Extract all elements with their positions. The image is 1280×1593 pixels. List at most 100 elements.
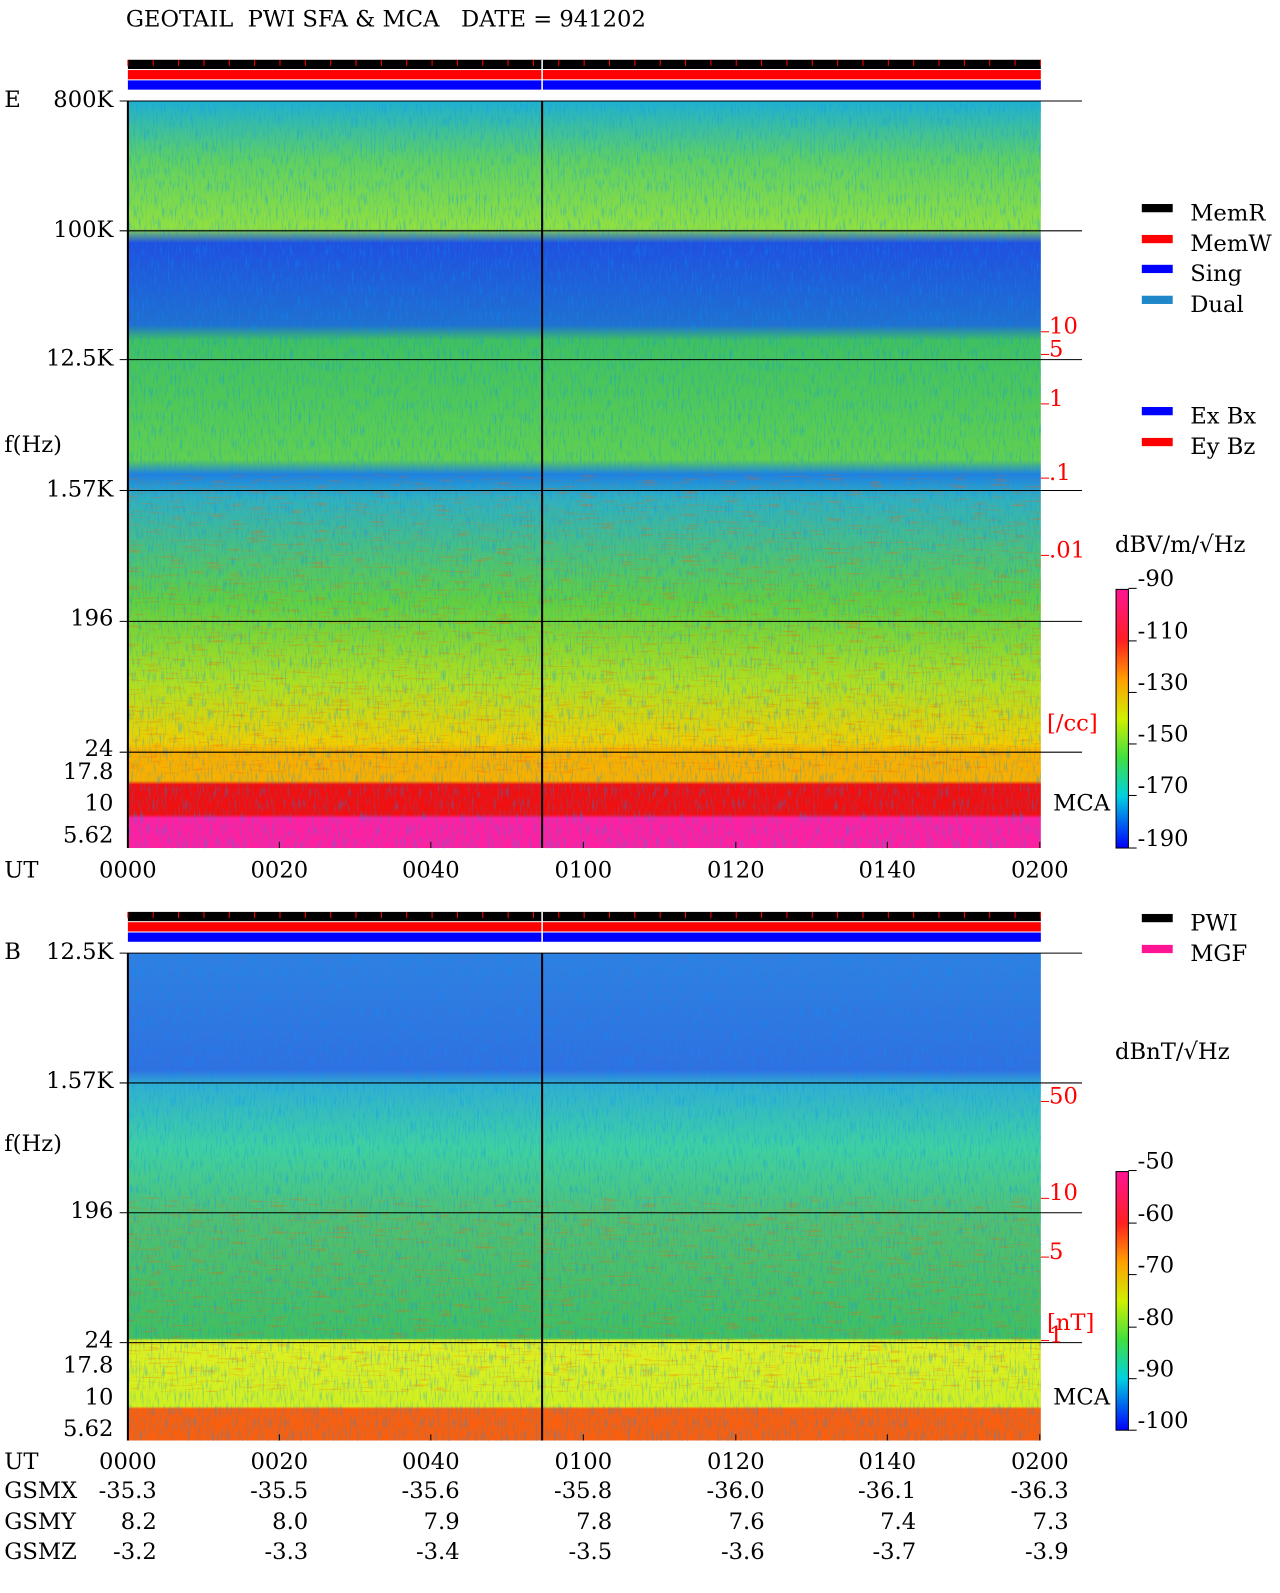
colorbar-tick-label: -130 bbox=[1138, 670, 1189, 696]
colorbar-tick-label: -100 bbox=[1138, 1408, 1189, 1434]
colorbar-tick-label: -90 bbox=[1138, 566, 1175, 592]
orbit-value: -35.5 bbox=[250, 1478, 308, 1504]
legend-swatch bbox=[1141, 944, 1173, 954]
orbit-value: 8.0 bbox=[272, 1509, 308, 1535]
spectrogram-noise bbox=[127, 1196, 1041, 1392]
colorbar-tick-label: -60 bbox=[1138, 1201, 1175, 1227]
frequency-tick-label: 5.62 bbox=[63, 1416, 113, 1442]
colorbar-tick-label: -190 bbox=[1138, 826, 1189, 852]
right-scale-label: 1 bbox=[1049, 386, 1063, 412]
orbit-value: -36.1 bbox=[858, 1478, 916, 1504]
legend-swatch bbox=[1141, 913, 1173, 923]
frequency-tick-label: 12.5K bbox=[46, 346, 114, 372]
orbit-value: -3.6 bbox=[721, 1539, 765, 1565]
frequency-tick-label: 24 bbox=[85, 1328, 114, 1354]
colorbar bbox=[1115, 1171, 1129, 1431]
orbit-value: -35.6 bbox=[402, 1478, 460, 1504]
colorbar-tick-label: -90 bbox=[1138, 1356, 1175, 1382]
orbit-value: 7.3 bbox=[1033, 1509, 1069, 1535]
status-bar bbox=[127, 70, 1041, 80]
right-scale-label: 5 bbox=[1049, 336, 1063, 362]
time-tick-label: 0100 bbox=[554, 1449, 612, 1475]
legend-swatch bbox=[1141, 407, 1173, 416]
orbit-value: -36.0 bbox=[707, 1478, 765, 1504]
legend-label: Ex Bx bbox=[1190, 403, 1256, 429]
orbit-value: -3.3 bbox=[265, 1539, 309, 1565]
orbit-label: GSMX bbox=[4, 1478, 78, 1504]
frequency-tick-label: 10 bbox=[85, 1384, 114, 1410]
colorbar-tick-label: -50 bbox=[1138, 1148, 1175, 1174]
colorbar-tick-label: -80 bbox=[1138, 1305, 1175, 1331]
frequency-tick-label: 12.5K bbox=[46, 939, 114, 965]
spectrogram-noise bbox=[127, 474, 1041, 774]
mca-label: MCA bbox=[1053, 791, 1111, 817]
time-tick-label: 0140 bbox=[858, 1449, 916, 1475]
colorbar bbox=[1115, 588, 1129, 849]
colorbar-tick-label: -150 bbox=[1138, 722, 1189, 748]
colorbar-label: dBnT/√Hz bbox=[1115, 1039, 1230, 1065]
time-axis-label: UT bbox=[4, 858, 38, 884]
orbit-value: 7.8 bbox=[576, 1509, 612, 1535]
status-bar bbox=[127, 932, 1041, 942]
time-tick-label: 0020 bbox=[251, 1449, 309, 1475]
y-axis-label: f(Hz) bbox=[4, 1131, 62, 1157]
panel-label: E bbox=[4, 87, 21, 113]
mca-label: MCA bbox=[1053, 1384, 1111, 1410]
orbit-value: 7.6 bbox=[729, 1509, 765, 1535]
legend-label: MemW bbox=[1190, 231, 1272, 257]
orbit-value: 7.9 bbox=[424, 1509, 460, 1535]
right-scale-label: .01 bbox=[1049, 537, 1085, 563]
legend-label: Dual bbox=[1190, 292, 1244, 318]
orbit-value: -3.7 bbox=[872, 1539, 916, 1565]
legend-label: MemR bbox=[1190, 200, 1266, 226]
orbit-value: 8.2 bbox=[121, 1509, 157, 1535]
time-tick-label: 0140 bbox=[858, 858, 916, 884]
right-scale-unit: [/cc] bbox=[1047, 710, 1098, 736]
time-tick-label: 0200 bbox=[1011, 858, 1069, 884]
time-tick-label: 0000 bbox=[99, 858, 157, 884]
colorbar-tick-label: -170 bbox=[1138, 773, 1189, 799]
frequency-tick-label: 10 bbox=[85, 791, 114, 817]
legend-label: MGF bbox=[1190, 941, 1247, 967]
orbit-value: -3.2 bbox=[113, 1539, 157, 1565]
time-tick-label: 0020 bbox=[251, 858, 309, 884]
orbit-value: -36.3 bbox=[1011, 1478, 1069, 1504]
frequency-tick-label: 1.57K bbox=[46, 476, 114, 502]
legend-swatch bbox=[1141, 204, 1173, 213]
legend-swatch bbox=[1141, 234, 1173, 244]
legend-swatch bbox=[1141, 264, 1173, 274]
panel-label: B bbox=[4, 939, 21, 965]
frequency-tick-label: 5.62 bbox=[63, 823, 113, 849]
status-bar bbox=[127, 922, 1041, 932]
status-bar bbox=[127, 80, 1041, 90]
time-tick-label: 0000 bbox=[99, 1449, 157, 1475]
frequency-tick-label: 196 bbox=[70, 605, 113, 631]
time-tick-label: 0120 bbox=[707, 1449, 765, 1475]
legend-label: Ey Bz bbox=[1190, 434, 1255, 460]
orbit-label: GSMY bbox=[4, 1509, 77, 1535]
frequency-tick-label: 17.8 bbox=[63, 759, 113, 785]
time-tick-label: 0040 bbox=[402, 1449, 460, 1475]
y-axis-label: f(Hz) bbox=[4, 432, 62, 458]
legend-swatch bbox=[1141, 295, 1173, 304]
orbit-value: -35.3 bbox=[99, 1478, 157, 1504]
orbit-value: -3.9 bbox=[1025, 1539, 1069, 1565]
colorbar-tick-label: -110 bbox=[1138, 619, 1189, 645]
orbit-value: -35.8 bbox=[554, 1478, 612, 1504]
legend-swatch bbox=[1141, 437, 1173, 447]
frequency-tick-label: 1.57K bbox=[46, 1068, 114, 1094]
figure-title: GEOTAIL PWI SFA & MCA DATE = 941202 bbox=[126, 7, 646, 33]
frequency-tick-label: 17.8 bbox=[63, 1352, 113, 1378]
orbit-value: -3.5 bbox=[568, 1539, 612, 1565]
frequency-tick-label: 196 bbox=[70, 1198, 113, 1224]
time-tick-label: 0200 bbox=[1011, 1449, 1069, 1475]
right-scale-label: 5 bbox=[1049, 1239, 1063, 1265]
legend-label: Sing bbox=[1190, 261, 1242, 287]
orbit-label: GSMZ bbox=[4, 1539, 77, 1565]
colorbar-tick-label: -70 bbox=[1138, 1252, 1175, 1278]
frequency-tick-label: 24 bbox=[85, 736, 114, 762]
right-scale-label: 10 bbox=[1049, 314, 1078, 340]
right-scale-label: 50 bbox=[1049, 1083, 1078, 1109]
